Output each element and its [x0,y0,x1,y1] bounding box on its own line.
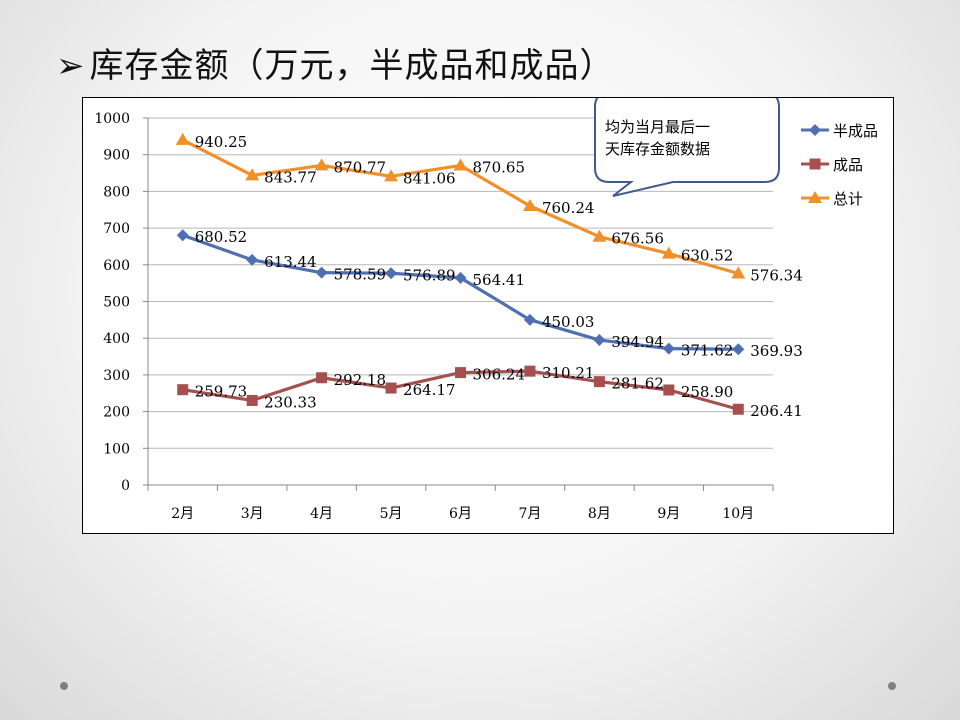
x-tick-label: 3月 [241,506,264,522]
y-tick-label: 300 [103,368,130,384]
x-tick-label: 6月 [449,506,472,522]
data-point-semi-finished [246,253,259,266]
legend-marker-finished [809,158,821,170]
data-label-total: 841.06 [403,169,456,187]
y-tick-label: 800 [103,184,130,200]
data-label-semi-finished: 564.41 [473,271,526,289]
legend-marker-semi-finished [809,124,821,136]
data-label-semi-finished: 394.94 [611,333,664,351]
nav-dot-right [888,682,896,690]
x-tick-label: 8月 [588,506,611,522]
data-point-semi-finished [315,266,328,279]
data-point-finished [663,384,675,396]
arrow-bullet-icon: ➢ [56,46,86,86]
legend-label-finished: 成品 [833,156,863,174]
data-label-finished: 206.41 [750,402,803,420]
data-point-semi-finished [662,342,675,355]
data-label-finished: 310.21 [542,364,595,382]
data-label-semi-finished: 371.62 [681,342,734,360]
callout-line-1: 均为当月最后一 [605,118,710,136]
data-point-total [661,246,676,259]
data-label-total: 676.56 [611,230,664,248]
data-label-finished: 281.62 [611,375,664,393]
data-point-semi-finished [454,271,467,284]
data-label-semi-finished: 613.44 [264,253,317,271]
data-label-finished: 230.33 [264,393,317,411]
x-tick-label: 4月 [310,506,333,522]
data-label-total: 940.25 [195,133,248,151]
x-tick-label: 2月 [171,506,194,522]
y-tick-label: 400 [103,331,130,347]
data-point-finished [593,376,605,388]
data-point-semi-finished [523,313,536,326]
data-label-semi-finished: 578.59 [334,266,387,284]
data-point-finished [524,365,536,377]
data-label-semi-finished: 680.52 [195,228,248,246]
y-tick-label: 200 [103,405,130,421]
data-label-total: 630.52 [681,247,734,265]
data-point-total [522,198,537,211]
data-label-finished: 259.73 [195,383,248,401]
data-point-finished [246,394,258,406]
data-point-total [453,158,468,171]
y-tick-label: 700 [103,221,130,237]
data-point-semi-finished [732,343,745,356]
page-title: ➢ 库存金额（万元，半成品和成品） [56,38,615,87]
data-label-total: 760.24 [542,199,595,217]
data-point-finished [316,372,328,384]
data-point-finished [385,382,397,394]
data-label-finished: 306.24 [473,366,526,384]
data-point-total [245,168,260,181]
data-point-finished [177,384,189,396]
chart-frame: 0 100 200 300 400 500 600 700 800 900 1000 2月 3月 4月 5月… [82,97,894,534]
data-label-total: 843.77 [264,168,317,186]
data-label-total: 870.77 [334,158,387,176]
callout-line-2: 天库存金额数据 [605,140,710,158]
data-point-semi-finished [593,334,606,347]
callout-bubble [594,98,780,197]
data-label-semi-finished: 576.89 [403,266,456,284]
data-point-total [384,169,399,182]
legend-label-total: 总计 [833,190,863,208]
y-tick-label: 1000 [94,111,130,127]
data-label-semi-finished: 450.03 [542,313,595,331]
page-title-text: 库存金额（万元，半成品和成品） [89,46,615,86]
y-tick-label: 500 [103,295,130,311]
y-tick-label: 900 [103,148,130,164]
legend-label-semi-finished: 半成品 [833,122,878,140]
x-tick-label: 7月 [518,506,541,522]
data-point-finished [732,403,744,415]
data-label-finished: 258.90 [681,383,734,401]
data-label-total: 870.65 [473,158,526,176]
x-tick-label: 10月 [722,506,754,522]
x-tick-label: 9月 [657,506,680,522]
y-tick-label: 600 [103,258,130,274]
line-chart: 0 100 200 300 400 500 600 700 800 900 1000 2月 3月 4月 5月… [94,98,878,522]
nav-dot-left [60,682,68,690]
data-point-total [314,158,329,171]
data-point-semi-finished [385,267,398,280]
y-tick-label: 0 [121,478,130,494]
data-label-finished: 292.18 [334,371,387,389]
legend-marker-total [808,191,822,203]
data-point-total [731,266,746,279]
data-point-finished [455,367,466,379]
y-tick-label: 100 [103,441,130,457]
data-label-total: 576.34 [750,266,803,284]
data-label-finished: 264.17 [403,381,456,399]
data-point-total [175,132,190,145]
x-tick-label: 5月 [380,506,403,522]
data-point-semi-finished [176,229,189,242]
data-point-total [592,229,607,242]
data-label-semi-finished: 369.93 [750,342,803,360]
